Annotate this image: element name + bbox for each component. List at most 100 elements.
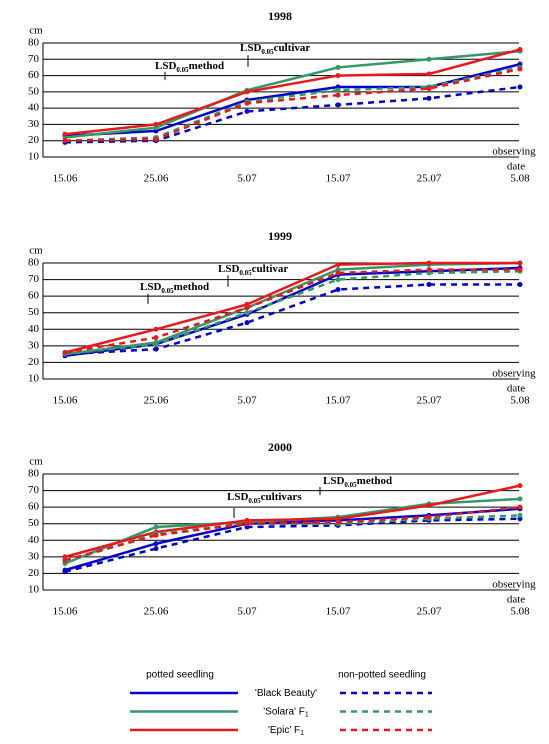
y-tick-label: 50 xyxy=(28,306,40,318)
data-point xyxy=(335,270,341,276)
lsd-text: LSD xyxy=(323,475,344,487)
data-point xyxy=(153,335,159,341)
data-point xyxy=(426,514,432,520)
lsd-text: LSD xyxy=(155,60,176,72)
lsd-annotation: LSD0.05cultivar xyxy=(240,42,310,56)
x-tick-label: 15.07 xyxy=(326,606,351,618)
chart-title: 2000 xyxy=(268,440,292,454)
x-tick-label: 25.06 xyxy=(144,606,169,618)
y-tick-label: 40 xyxy=(28,102,40,114)
data-point xyxy=(244,320,250,326)
y-tick-label: 10 xyxy=(28,373,40,385)
chart-title: 1998 xyxy=(268,9,292,23)
y-tick-label: 80 xyxy=(28,257,40,269)
lsd-text: LSD xyxy=(140,281,161,293)
data-point xyxy=(62,131,68,137)
legend: potted seedling non-potted seedling 'Black… xyxy=(130,670,432,737)
series-line xyxy=(64,517,521,573)
series-line xyxy=(64,266,521,358)
x-tick-label: 25.06 xyxy=(144,395,169,407)
data-point xyxy=(335,64,341,70)
data-point xyxy=(153,346,159,352)
x-tick-label: 25.06 xyxy=(144,173,169,185)
data-point xyxy=(153,524,159,530)
x-tick-label: 5.08 xyxy=(510,395,530,407)
legend-label: 'Solara' F1 xyxy=(263,706,309,719)
data-point xyxy=(517,267,523,273)
x-tick-label: 5.07 xyxy=(237,606,257,618)
series-line xyxy=(64,66,521,142)
data-point xyxy=(426,86,432,92)
lsd-sub: 0.05 xyxy=(248,497,261,505)
data-point xyxy=(517,496,523,502)
lsd-suffix: cultivar xyxy=(274,42,311,54)
data-point xyxy=(153,341,159,347)
x-tick-label: 15.06 xyxy=(53,173,78,185)
data-point xyxy=(426,56,432,62)
series-line xyxy=(64,85,521,144)
series-line xyxy=(64,484,521,559)
x-tick-label: 25.07 xyxy=(417,173,442,185)
x-axis-label: date xyxy=(507,594,525,606)
x-tick-label: 15.06 xyxy=(53,606,78,618)
x-tick-label: 5.08 xyxy=(510,173,530,185)
lsd-sub: 0.05 xyxy=(261,48,274,56)
y-axis-label: cm xyxy=(29,245,43,257)
lsd-annotation: LSD0.05method xyxy=(140,281,209,295)
lsd-annotation: LSD0.05cultivars xyxy=(227,491,302,505)
x-tick-label: 15.06 xyxy=(53,395,78,407)
lsd-sub: 0.05 xyxy=(161,287,174,295)
x-tick-label: 5.07 xyxy=(237,395,257,407)
x-tick-label: 15.07 xyxy=(326,173,351,185)
y-tick-label: 30 xyxy=(28,550,40,562)
lsd-text: LSD xyxy=(227,491,248,503)
series-line xyxy=(64,49,521,139)
data-point xyxy=(335,87,341,93)
data-point xyxy=(153,532,159,538)
lsd-text: LSD xyxy=(240,42,261,54)
y-tick-label: 80 xyxy=(28,468,40,480)
legend-sub: 1 xyxy=(300,730,304,737)
legend-name: 'Black Beauty' xyxy=(255,688,317,699)
lsd-suffix: cultivar xyxy=(252,263,289,275)
x-axis-label: observing xyxy=(492,579,536,591)
x-axis-label: observing xyxy=(492,146,536,158)
lsd-sub: 0.05 xyxy=(344,481,357,489)
y-tick-label: 70 xyxy=(28,273,40,285)
lsd-suffix: method xyxy=(189,60,224,72)
legend-name: 'Epic' F xyxy=(268,725,300,736)
lsd-sub: 0.05 xyxy=(176,66,189,74)
y-tick-label: 70 xyxy=(28,484,40,496)
x-tick-label: 25.07 xyxy=(417,606,442,618)
data-point xyxy=(62,138,68,144)
series-line xyxy=(64,261,521,356)
data-point xyxy=(62,349,68,355)
lsd-suffix: method xyxy=(357,475,392,487)
y-tick-label: 60 xyxy=(28,290,40,302)
legend-name: 'Solara' F xyxy=(263,706,305,717)
data-point xyxy=(244,100,250,106)
series-line xyxy=(64,505,521,562)
data-point xyxy=(62,569,68,575)
data-point xyxy=(517,512,523,518)
legend-sub: 1 xyxy=(305,712,309,719)
series-line xyxy=(64,261,520,354)
lsd-annotation: LSD0.05method xyxy=(155,60,224,74)
data-point xyxy=(335,277,341,283)
data-point xyxy=(153,121,159,127)
data-point xyxy=(426,95,432,101)
data-point xyxy=(244,521,250,527)
data-point xyxy=(517,47,523,53)
x-tick-label: 15.07 xyxy=(326,395,351,407)
data-point xyxy=(426,282,432,288)
y-tick-label: 60 xyxy=(28,69,40,81)
data-point xyxy=(517,504,523,510)
series-line xyxy=(64,270,521,356)
legend-label: 'Black Beauty' xyxy=(255,688,317,699)
y-axis-label: cm xyxy=(29,456,43,468)
data-point xyxy=(335,73,341,79)
legend-group: non-potted seedling xyxy=(338,670,426,681)
data-point xyxy=(517,282,523,288)
x-tick-label: 5.08 xyxy=(510,606,530,618)
y-tick-label: 50 xyxy=(28,85,40,97)
